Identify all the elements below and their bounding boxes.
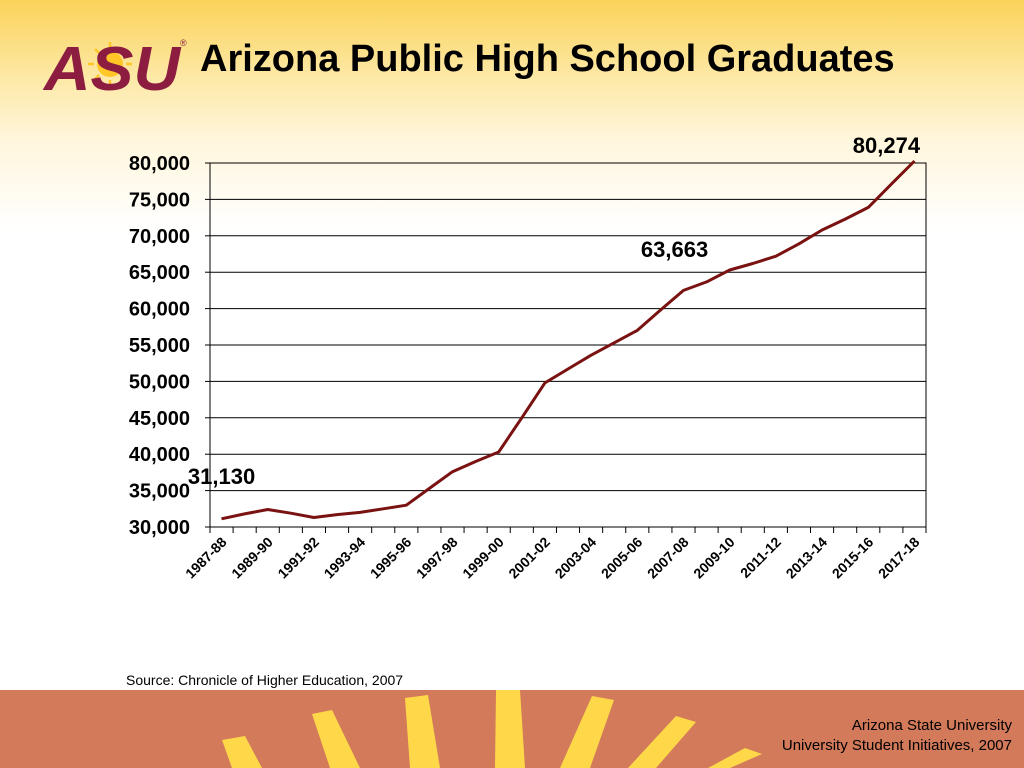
gridlines bbox=[205, 162, 927, 528]
footer-band: Arizona State University University Stud… bbox=[0, 690, 1024, 768]
x-tick-label: 1997-98 bbox=[413, 534, 461, 582]
series-line bbox=[221, 159, 916, 521]
x-tick-label: 2013-14 bbox=[783, 534, 831, 582]
data-label: 63,663 bbox=[641, 237, 708, 262]
data-label: 80,274 bbox=[853, 133, 921, 158]
y-tick-label: 60,000 bbox=[129, 299, 190, 321]
line-chart: 30,000 35,000 40,000 45,000 50,000 55,000 60,0… bbox=[129, 133, 927, 582]
y-tick-label: 70,000 bbox=[129, 226, 190, 248]
plot-frame bbox=[209, 162, 927, 528]
x-tick-label: 2003-04 bbox=[552, 534, 600, 582]
x-tick-label: 1991-92 bbox=[274, 534, 322, 582]
sun-rays-decoration bbox=[222, 690, 762, 768]
y-tick-label: 65,000 bbox=[129, 262, 190, 284]
sun-icon bbox=[97, 51, 123, 77]
x-tick-label: 1987-88 bbox=[182, 534, 230, 582]
asu-logo: ASU ® bbox=[42, 35, 187, 96]
page-title: Arizona Public High School Graduates bbox=[200, 38, 895, 80]
x-tick-label: 2001-02 bbox=[505, 534, 553, 582]
y-tick-label: 55,000 bbox=[129, 335, 190, 357]
x-tick-label: 2005-06 bbox=[598, 534, 646, 582]
y-tick-label: 30,000 bbox=[129, 517, 190, 539]
x-tick-label: 2007-08 bbox=[644, 534, 692, 582]
x-tick-label: 2011-12 bbox=[737, 534, 784, 581]
y-tick-label: 75,000 bbox=[129, 189, 190, 211]
y-tick-label: 35,000 bbox=[129, 481, 190, 503]
data-label: 31,130 bbox=[188, 464, 255, 489]
org-name: Arizona State University bbox=[851, 717, 1012, 734]
source-note: Source: Chronicle of Higher Education, 2… bbox=[126, 672, 404, 688]
x-tick-label: 2009-10 bbox=[690, 534, 738, 582]
data-labels: 31,130 63,663 80,274 bbox=[188, 133, 921, 489]
y-tick-label: 40,000 bbox=[129, 444, 190, 466]
x-axis: 1987-881989-901991-921993-941995-961997-… bbox=[182, 527, 927, 582]
asu-logo-text: ASU bbox=[42, 35, 182, 96]
y-tick-label: 80,000 bbox=[129, 153, 190, 175]
y-tick-label: 50,000 bbox=[129, 371, 190, 393]
x-tick-label: 1995-96 bbox=[367, 534, 415, 582]
x-tick-label: 2015-16 bbox=[829, 534, 877, 582]
series-line-path bbox=[221, 159, 916, 521]
x-tick-label: 1989-90 bbox=[228, 534, 276, 582]
x-tick-label: 1999-00 bbox=[459, 534, 507, 582]
y-tick-label: 45,000 bbox=[129, 408, 190, 430]
svg-text:®: ® bbox=[180, 38, 187, 48]
y-axis-tick-labels: 30,000 35,000 40,000 45,000 50,000 55,000 60,0… bbox=[129, 153, 190, 539]
x-tick-label: 1993-94 bbox=[321, 534, 369, 582]
org-department: University Student Initiatives, 2007 bbox=[781, 737, 1012, 754]
x-tick-label: 2017-18 bbox=[875, 534, 923, 582]
